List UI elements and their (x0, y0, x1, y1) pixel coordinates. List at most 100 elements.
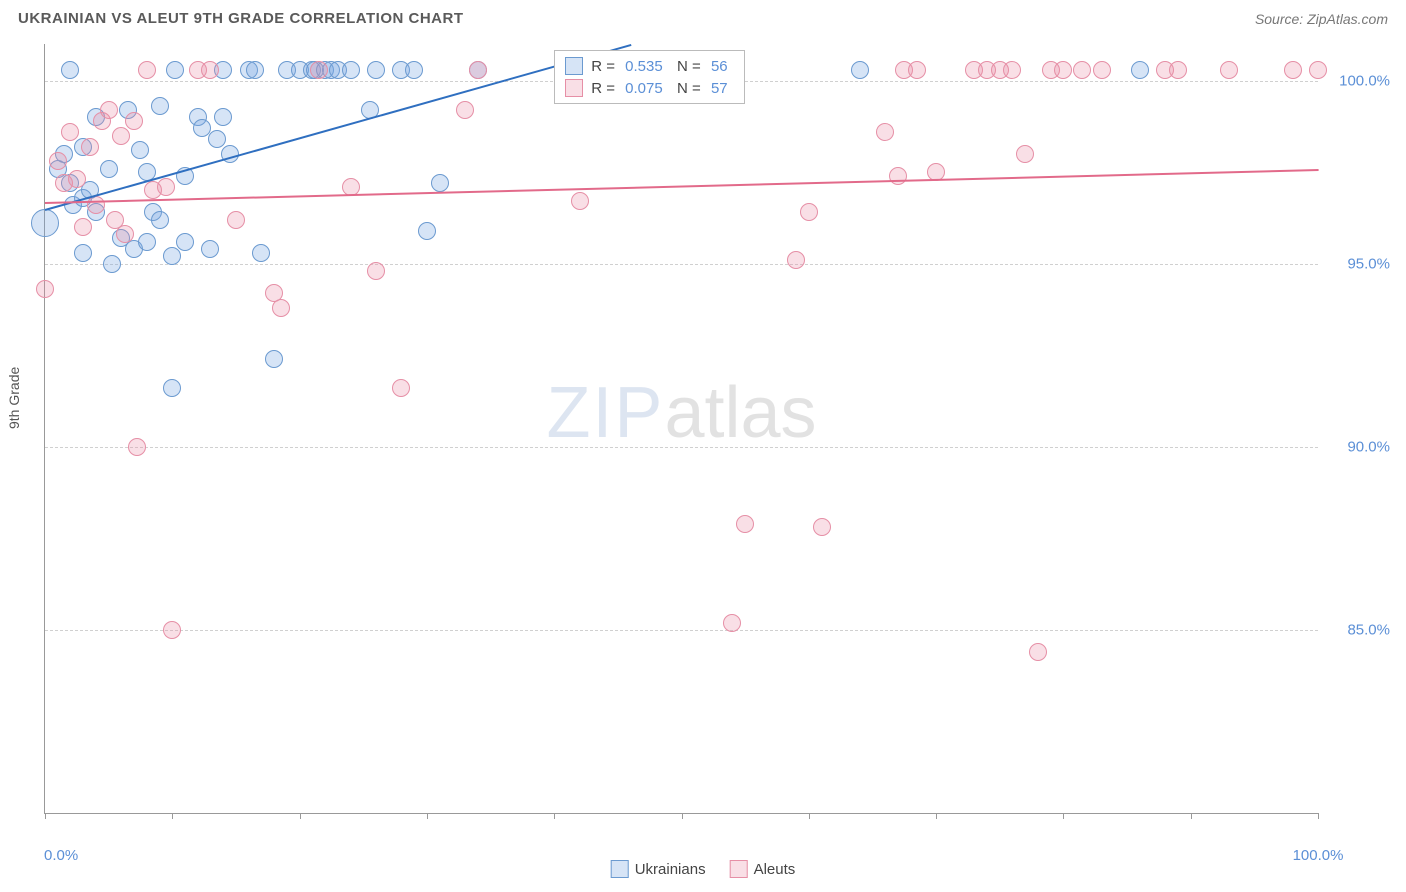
x-tick (936, 813, 937, 819)
regression-line (45, 169, 1319, 204)
data-point (1220, 61, 1238, 79)
data-point (1073, 61, 1091, 79)
data-point (100, 101, 118, 119)
data-point (87, 196, 105, 214)
x-tick (300, 813, 301, 819)
data-point (571, 192, 589, 210)
legend-item-ukrainians: Ukrainians (611, 858, 706, 880)
data-point (1029, 643, 1047, 661)
data-point (81, 138, 99, 156)
x-axis-max-label: 100.0% (1293, 847, 1344, 864)
chart-title: UKRAINIAN VS ALEUT 9TH GRADE CORRELATION… (18, 10, 464, 27)
y-tick-label: 95.0% (1326, 255, 1390, 272)
data-point (1131, 61, 1149, 79)
data-point (1093, 61, 1111, 79)
data-point (1169, 61, 1187, 79)
data-point (787, 251, 805, 269)
data-point (1284, 61, 1302, 79)
data-point (367, 61, 385, 79)
data-point (116, 225, 134, 243)
data-point (252, 244, 270, 262)
stats-legend-row: R = 0.535 N = 56 (565, 55, 733, 77)
data-point (151, 211, 169, 229)
data-point (163, 247, 181, 265)
data-point (163, 621, 181, 639)
x-tick (809, 813, 810, 819)
legend-swatch-icon (565, 79, 583, 97)
data-point (68, 170, 86, 188)
data-point (405, 61, 423, 79)
data-point (367, 262, 385, 280)
x-tick (45, 813, 46, 819)
legend-swatch-icon (611, 860, 629, 878)
gridline (45, 447, 1318, 448)
plot-area: ZIPatlas 100.0%95.0%90.0%85.0%R = 0.535 … (44, 44, 1318, 814)
data-point (74, 244, 92, 262)
x-tick (682, 813, 683, 819)
data-point (201, 61, 219, 79)
data-point (392, 379, 410, 397)
data-point (61, 123, 79, 141)
data-point (61, 61, 79, 79)
x-tick (172, 813, 173, 819)
data-point (163, 379, 181, 397)
data-point (265, 350, 283, 368)
data-point (214, 108, 232, 126)
data-point (151, 97, 169, 115)
x-tick (427, 813, 428, 819)
data-point (138, 61, 156, 79)
gridline (45, 264, 1318, 265)
data-point (128, 438, 146, 456)
x-tick (554, 813, 555, 819)
x-tick (1318, 813, 1319, 819)
x-axis-min-label: 0.0% (44, 847, 78, 864)
data-point (138, 233, 156, 251)
data-point (112, 127, 130, 145)
data-point (310, 61, 328, 79)
gridline (45, 630, 1318, 631)
data-point (876, 123, 894, 141)
data-point (456, 101, 474, 119)
data-point (157, 178, 175, 196)
chart-header: UKRAINIAN VS ALEUT 9TH GRADE CORRELATION… (0, 0, 1406, 33)
data-point (246, 61, 264, 79)
source-attribution: Source: ZipAtlas.com (1255, 11, 1388, 27)
data-point (125, 112, 143, 130)
data-point (800, 203, 818, 221)
y-axis-label: 9th Grade (6, 367, 22, 429)
data-point (74, 218, 92, 236)
y-tick-label: 100.0% (1326, 72, 1390, 89)
data-point (201, 240, 219, 258)
legend-item-aleuts: Aleuts (730, 858, 796, 880)
data-point (131, 141, 149, 159)
data-point (723, 614, 741, 632)
data-point (908, 61, 926, 79)
bottom-legend: Ukrainians Aleuts (611, 858, 796, 880)
data-point (31, 209, 59, 237)
data-point (1054, 61, 1072, 79)
x-tick (1191, 813, 1192, 819)
legend-swatch-icon (565, 57, 583, 75)
data-point (1309, 61, 1327, 79)
data-point (813, 518, 831, 536)
stats-legend: R = 0.535 N = 56R = 0.075 N = 57 (554, 50, 744, 104)
data-point (103, 255, 121, 273)
data-point (469, 61, 487, 79)
data-point (227, 211, 245, 229)
data-point (418, 222, 436, 240)
data-point (851, 61, 869, 79)
legend-swatch-icon (730, 860, 748, 878)
data-point (100, 160, 118, 178)
data-point (36, 280, 54, 298)
data-point (1016, 145, 1034, 163)
data-point (208, 130, 226, 148)
chart-container: 9th Grade ZIPatlas 100.0%95.0%90.0%85.0%… (44, 44, 1396, 838)
x-tick (1063, 813, 1064, 819)
y-tick-label: 85.0% (1326, 621, 1390, 638)
data-point (1003, 61, 1021, 79)
data-point (889, 167, 907, 185)
data-point (49, 152, 67, 170)
data-point (736, 515, 754, 533)
data-point (176, 233, 194, 251)
data-point (272, 299, 290, 317)
